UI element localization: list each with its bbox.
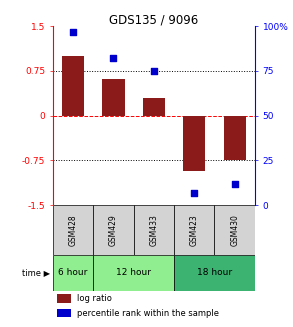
Point — [71, 29, 75, 34]
Bar — [174, 255, 255, 291]
Bar — [102, 79, 125, 116]
Text: log ratio: log ratio — [77, 294, 112, 302]
Bar — [224, 116, 246, 160]
Bar — [53, 255, 93, 291]
Text: GSM430: GSM430 — [230, 214, 239, 246]
Bar — [57, 294, 71, 302]
Text: 18 hour: 18 hour — [197, 268, 232, 277]
Text: GSM428: GSM428 — [69, 214, 77, 246]
Bar — [143, 98, 165, 116]
Bar — [57, 309, 71, 318]
Point — [111, 56, 116, 61]
Text: GSM433: GSM433 — [149, 214, 158, 246]
Bar — [53, 205, 93, 255]
Point — [192, 190, 197, 195]
Text: time ▶: time ▶ — [22, 268, 50, 277]
Text: GSM423: GSM423 — [190, 214, 199, 246]
Point — [232, 181, 237, 186]
Text: 12 hour: 12 hour — [116, 268, 151, 277]
Bar — [93, 255, 174, 291]
Bar — [93, 205, 134, 255]
Point — [151, 68, 156, 74]
Bar — [174, 205, 214, 255]
Title: GDS135 / 9096: GDS135 / 9096 — [109, 13, 198, 26]
Text: 6 hour: 6 hour — [58, 268, 88, 277]
Bar — [62, 56, 84, 116]
Bar — [134, 205, 174, 255]
Bar — [183, 116, 205, 170]
Text: GSM429: GSM429 — [109, 214, 118, 246]
Text: percentile rank within the sample: percentile rank within the sample — [77, 308, 219, 318]
Bar — [214, 205, 255, 255]
